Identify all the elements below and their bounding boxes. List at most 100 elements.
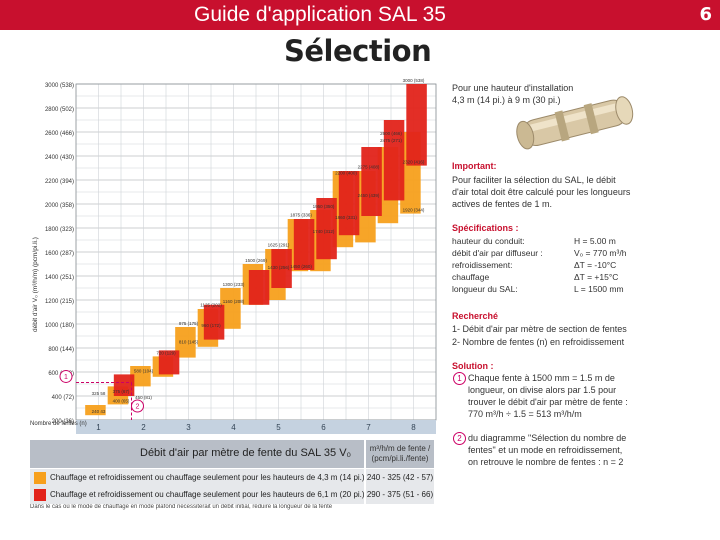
bar-value-label: 1160 (208) <box>223 299 245 304</box>
y-tick-label: 200 (36) <box>52 419 74 425</box>
x-tick-label: 3 <box>186 423 191 432</box>
y-tick-label: 1200 (215) <box>45 299 74 305</box>
bar-value-label: 240 43 <box>92 409 106 414</box>
bar-value-label: 1500 (269) <box>245 258 267 263</box>
red-bar <box>158 350 180 375</box>
bar-value-label: 1625 (291) <box>268 242 290 247</box>
spec-value: L = 1500 mm <box>574 284 624 294</box>
spec-key: débit d'air par diffuseur : <box>452 248 543 258</box>
y-tick-label: 1800 (323) <box>45 227 74 233</box>
red-bar <box>383 120 405 201</box>
red-bar <box>338 171 360 236</box>
section-heading: Sélection <box>284 34 432 68</box>
table-row-label: Chauffage et refroidissement ou chauffag… <box>30 469 364 487</box>
y-tick-label: 3000 (538) <box>45 83 74 89</box>
y-tick-label: 2800 (502) <box>45 107 74 113</box>
spec-value: H = 5.00 m <box>574 236 616 246</box>
page-number: 6 <box>699 4 712 25</box>
table-row-label: Chauffage et refroidissement ou chauffag… <box>30 486 364 504</box>
red-bar <box>248 270 270 305</box>
spec-key: hauteur du conduit: <box>452 236 525 246</box>
red-bar <box>316 198 337 260</box>
search-item-2: 2- Nombre de fentes (n) en refroidisseme… <box>452 337 625 347</box>
y-tick-label: 1000 (180) <box>45 323 74 329</box>
x-tick-label: 1 <box>96 423 101 432</box>
table-header-label-cell: Débit d'air par mètre de fente du SAL 35… <box>30 440 364 468</box>
important-text: Pour faciliter la sélection du SAL, le d… <box>452 175 631 209</box>
document-title: Guide d'application SAL 35 <box>194 3 446 26</box>
bar-value-label: 2200 (400) <box>335 170 357 175</box>
red-swatch <box>34 489 46 501</box>
orange-bar <box>85 405 106 416</box>
y-tick-label: 2600 (466) <box>45 131 74 137</box>
bar-value-label: 1860 (331) <box>335 215 357 220</box>
table-row-value: 290 - 375 (51 - 66) <box>366 486 434 504</box>
marker-2-label: 2 <box>136 404 140 411</box>
important-title: Important: <box>452 161 497 171</box>
spec-key: chauffage <box>452 272 490 282</box>
bar-value-label: 810 (145) <box>179 340 199 345</box>
bar-value-label: 960 (172) <box>201 323 221 328</box>
spec-key: refroidissement: <box>452 260 513 270</box>
step-2-marker: 2 <box>453 432 466 445</box>
bar-value-label: 580 (104) <box>134 368 154 373</box>
table-header-units: m³/h/m de fente / (pcm/pi.li./fente) <box>369 444 431 463</box>
y-tick-label: 400 (72) <box>52 395 74 401</box>
solution-title: Solution : <box>452 361 494 371</box>
marker-1-label: 1 <box>64 374 68 381</box>
bar-value-label: 2275 (408) <box>358 164 380 169</box>
x-tick-label: 5 <box>276 423 281 432</box>
search-title: Recherché <box>452 311 499 321</box>
bar-value-label: 1300 (233) <box>223 282 245 287</box>
table-row-value: 240 - 325 (42 - 57) <box>366 469 434 487</box>
y-tick-label: 2000 (358) <box>45 203 74 209</box>
search-item-1: 1- Débit d'air par mètre de section de f… <box>452 324 627 334</box>
solution-text-1: Chaque fente à 1500 mm = 1.5 m de longue… <box>468 373 628 419</box>
bar-value-label: 1950 (350) <box>313 204 335 209</box>
bar-value-label: 325 58 <box>92 391 106 396</box>
table-row: Chauffage et refroidissement ou chauffag… <box>30 486 434 504</box>
y-axis-label: débit d'air V₀ (m³/h/m) (pcm/pi.li.) <box>32 237 39 332</box>
bar-value-label: 1450 (260) <box>290 264 312 269</box>
title-bar: Guide d'application SAL 35 6 <box>0 0 720 30</box>
spec-value: ΔT = -10°C <box>574 260 617 270</box>
install-height-note: Pour une hauteur d'installation 4,3 m (1… <box>452 83 574 105</box>
orange-bar <box>175 327 196 358</box>
y-tick-label: 2200 (394) <box>45 179 74 185</box>
table-header-label: Débit d'air par mètre de fente du SAL 35… <box>140 447 352 459</box>
bar-value-label: 2475 (271) <box>380 138 402 143</box>
red-bar <box>361 147 382 216</box>
red-bar <box>293 219 315 270</box>
bar-value-label: 1125 (202) <box>200 302 222 307</box>
table-row: Chauffage et refroidissement ou chauffag… <box>30 469 434 487</box>
diffuser-product-image <box>516 96 634 150</box>
x-tick-label: 6 <box>321 423 326 432</box>
spec-value: V₀ = 770 m³/h <box>574 248 627 258</box>
x-tick-label: 7 <box>366 423 371 432</box>
bar-value-label: 1875 (336) <box>290 212 312 217</box>
bar-value-label: 450 (81) <box>135 395 152 400</box>
selection-chart: 3000 (538) 2800 (502) 2600 (466) 2400 (430)… <box>30 78 437 434</box>
bar-value-label: 400 (65) <box>113 398 130 403</box>
specs-title: Spécifications : <box>452 223 519 233</box>
table-header-units-cell: m³/h/m de fente / (pcm/pi.li./fente) <box>366 440 434 468</box>
x-tick-label: 4 <box>231 423 236 432</box>
red-bar <box>113 374 135 396</box>
y-tick-label: 2400 (430) <box>45 155 74 161</box>
orange-swatch <box>34 472 46 484</box>
bar-value-label: 2320 (416) <box>403 160 425 165</box>
x-axis-band <box>76 420 436 434</box>
table-footnote: Dans le cas où le mode de chauffage en m… <box>30 504 333 510</box>
x-tick-label: 8 <box>411 423 416 432</box>
airflow-table-header: Débit d'air par mètre de fente du SAL 35… <box>30 440 434 468</box>
y-tick-label: 800 (144) <box>48 347 74 353</box>
red-bar <box>271 249 292 288</box>
bar-value-label: 3000 (538) <box>403 78 425 83</box>
solution-text-2: du diagramme "Sélection du nombre de fen… <box>468 433 627 467</box>
bar-value-label: 1920 (344) <box>403 208 425 213</box>
spec-key: longueur du SAL: <box>452 284 518 294</box>
red-bar <box>203 304 225 340</box>
bar-value-label: 2450 (439) <box>358 193 380 198</box>
y-tick-label: 1600 (287) <box>45 251 74 257</box>
marker-2-circle <box>131 399 144 413</box>
